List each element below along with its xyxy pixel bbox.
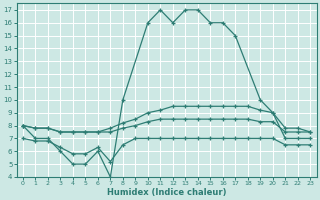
X-axis label: Humidex (Indice chaleur): Humidex (Indice chaleur) — [107, 188, 226, 197]
